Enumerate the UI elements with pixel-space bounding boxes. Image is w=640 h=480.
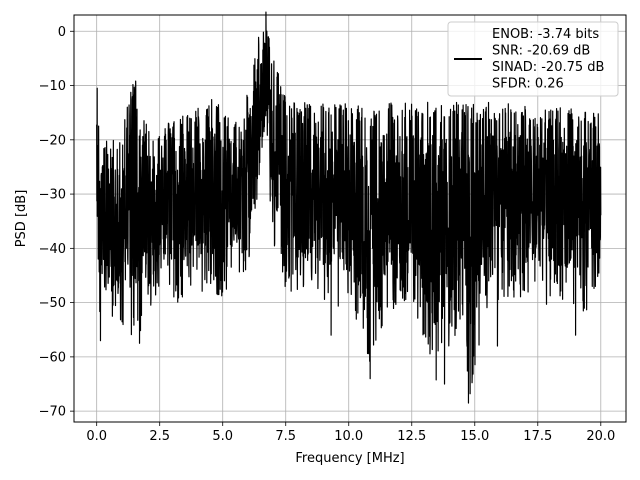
x-tick-label: 2.5 <box>149 429 170 444</box>
x-tick-label: 17.5 <box>523 429 552 444</box>
y-tick-label: −30 <box>39 188 66 203</box>
legend: ENOB: -3.74 bits SNR: -20.69 dB SINAD: -… <box>447 21 619 97</box>
x-tick-label: 0.0 <box>86 429 107 444</box>
y-axis-label: PSD [dB] <box>14 190 29 248</box>
y-tick-label: −70 <box>39 405 66 420</box>
x-tick-label: 5.0 <box>212 429 233 444</box>
plot-area-frame <box>73 14 627 423</box>
legend-enob-text: ENOB: -3.74 bits <box>492 27 599 42</box>
x-tick-label: 15.0 <box>460 429 489 444</box>
series-layer <box>96 11 602 404</box>
y-tick-label: −50 <box>39 296 66 311</box>
x-tick-label: 20.0 <box>586 429 615 444</box>
legend-sfdr-text: SFDR: 0.26 <box>492 77 564 92</box>
y-tick-label: 0 <box>58 25 66 40</box>
y-axis-ticks: 0 −10 −20 −30 −40 −50 −60 −70 <box>39 25 74 420</box>
legend-box <box>447 21 619 97</box>
y-tick-label: −40 <box>39 242 66 257</box>
x-tick-label: 12.5 <box>397 429 426 444</box>
y-tick-label: −60 <box>39 350 66 365</box>
y-tick-label: −20 <box>39 133 66 148</box>
x-axis-label: Frequency [MHz] <box>295 451 404 466</box>
psd-series-line <box>96 11 602 404</box>
y-tick-label: −10 <box>39 79 66 94</box>
x-axis-ticks: 0.0 2.5 5.0 7.5 10.0 12.5 15.0 17.5 20.0 <box>86 422 615 444</box>
x-tick-label: 7.5 <box>275 429 296 444</box>
legend-sinad-text: SINAD: -20.75 dB <box>492 60 604 75</box>
legend-snr-text: SNR: -20.69 dB <box>492 44 590 59</box>
x-tick-label: 10.0 <box>334 429 363 444</box>
